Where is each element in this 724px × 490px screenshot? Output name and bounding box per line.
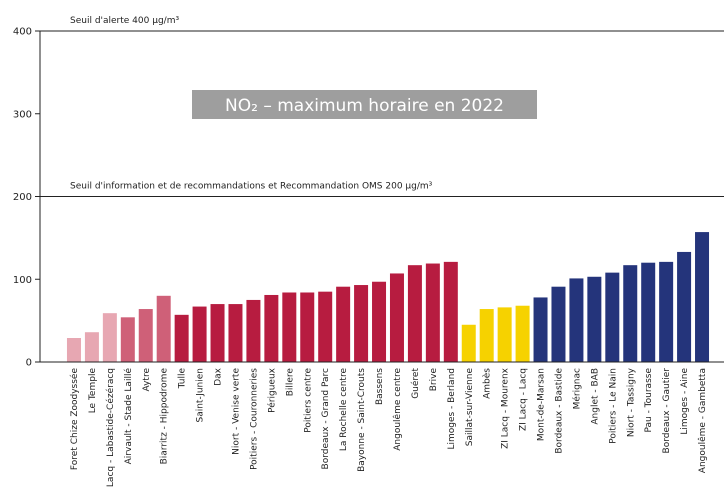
x-tick-label: Bordeaux - Bastide (554, 368, 564, 454)
bar (246, 299, 261, 362)
x-tick-label: Angoulême centre (392, 368, 403, 451)
x-tick-label: Bordeaux - Grand Parc (321, 368, 331, 469)
x-tick-label: Saint-Junien (196, 368, 206, 423)
x-tick-label: Saillat-sur-Vienne (465, 368, 475, 447)
bar (120, 317, 135, 362)
x-tick-label: Brive (429, 368, 439, 392)
x-tick-label: Biarritz - Hippodrome (160, 368, 170, 465)
x-tick-label: ZI Lacq - Lacq (519, 368, 529, 431)
x-tick-label: Billere (285, 368, 295, 397)
bar (695, 232, 710, 362)
y-tick-label: 100 (13, 275, 32, 286)
bar (84, 332, 99, 362)
bar (174, 314, 189, 362)
bar (228, 304, 243, 362)
bar (300, 292, 315, 362)
x-tick-label: Bayonne - Saint-Crouts (357, 368, 367, 472)
bar (569, 278, 584, 362)
y-tick-label: 400 (13, 27, 32, 38)
bar (659, 261, 674, 362)
bar (336, 286, 351, 362)
x-tick-label: Bassens (375, 368, 385, 405)
reference-line-label: Seuil d'alerte 400 µg/m³ (70, 16, 179, 26)
bar (641, 262, 656, 362)
bar (533, 297, 548, 362)
x-tick-label: Anglet - BAB (590, 368, 600, 425)
bar (587, 276, 602, 362)
bar (156, 295, 171, 362)
x-tick-label: Aytre (142, 368, 152, 392)
bar (497, 307, 512, 362)
x-tick-label: Airvault - Stade Laillé (123, 368, 134, 465)
bar (372, 281, 387, 362)
x-tick-label: Mont-de-Marsan (537, 368, 547, 441)
x-tick-label: Foret Chize Zoodyssée (69, 368, 80, 471)
x-tick-label: Bordeaux - Gautier (662, 368, 672, 454)
bar (551, 286, 566, 362)
y-tick-label: 0 (26, 358, 32, 369)
bar (318, 291, 333, 362)
x-tick-label: Poitiers - Le Nain (608, 368, 618, 444)
bar (479, 309, 494, 362)
bar (66, 338, 81, 362)
x-tick-label: Poitiers centre (303, 368, 313, 433)
bar (354, 285, 369, 362)
bar (210, 304, 225, 362)
bar (425, 263, 440, 362)
bar (515, 305, 530, 362)
x-tick-label: Angoulême - Gambetta (697, 368, 708, 473)
bar (264, 294, 279, 362)
x-tick-label: Niort - Venise verte (231, 368, 241, 455)
bar (677, 251, 692, 362)
x-tick-label: Ambès (482, 368, 493, 399)
y-tick-label: 200 (13, 192, 32, 203)
y-tick-label: 300 (13, 109, 32, 120)
bar (192, 306, 207, 362)
x-tick-label: Niort - Tassigny (626, 367, 636, 437)
x-tick-label: Limoges - Aine (680, 368, 690, 435)
bar (389, 273, 404, 362)
chart-title-box (192, 90, 537, 119)
bar (102, 313, 117, 362)
bar (605, 272, 620, 362)
x-tick-label: Limoges - Berland (447, 368, 457, 450)
x-tick-label: La Rochelle centre (339, 368, 349, 452)
x-tick-label: Guéret (410, 368, 421, 399)
x-tick-label: ZI Lacq - Mourenx (501, 367, 511, 449)
bar (623, 265, 638, 362)
bar (282, 292, 297, 362)
x-tick-label: Dax (214, 367, 224, 385)
bar (461, 324, 476, 362)
bar (443, 261, 458, 362)
reference-line-label: Seuil d'information et de recommandation… (70, 182, 433, 192)
bar (407, 265, 422, 362)
x-tick-label: Lacq - Labastide-Cézéracq (105, 368, 116, 487)
x-tick-label: Le Temple (88, 368, 98, 414)
x-tick-label: Tulle (178, 368, 188, 390)
x-tick-label: Périgueux (266, 367, 277, 413)
bar (138, 309, 153, 362)
x-tick-label: Poitiers - Couronneries (249, 368, 259, 470)
x-tick-label: Mérignac (571, 368, 582, 409)
x-tick-label: Pau - Tourasse (644, 368, 654, 433)
chart-title: NO₂ – maximum horaire en 2022 (225, 96, 504, 116)
